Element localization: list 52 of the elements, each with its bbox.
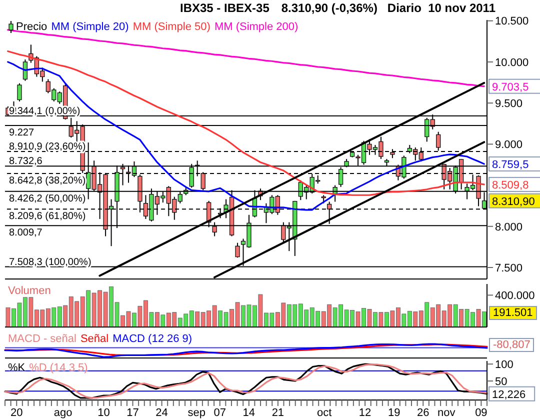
legend-label: Precio <box>15 21 48 33</box>
series-label: MM (Simple 200) <box>214 21 298 33</box>
x-tick-label: nov <box>437 406 456 419</box>
x-tick-label: 07 <box>214 406 226 419</box>
candlestick <box>17 82 22 102</box>
x-tick-label: 10 <box>98 406 110 419</box>
y-tick-label: 9.500 <box>495 98 523 110</box>
y-tick-label: 8.000 <box>495 221 523 234</box>
ref-line-label: 8.642,8 (38,20%) <box>9 176 86 187</box>
text: MM (Simple 50) <box>132 21 210 33</box>
annotation: MACD - señal <box>8 333 76 345</box>
candlestick <box>22 58 28 82</box>
x-tick-label: 12 <box>358 406 372 419</box>
candlestick <box>436 131 441 152</box>
y-tick-label: 50 <box>495 376 508 388</box>
x-tick-label: 14 <box>242 406 256 419</box>
ref-line-label: 8.732,6 <box>9 156 43 168</box>
text: 8.310,90 <box>492 196 535 208</box>
chart-subtitle: 8.310,90 (-0,36%) Diario 10 nov 2011 <box>281 1 496 15</box>
chart-title: IBX35 - IBEX-35 <box>180 1 270 15</box>
data-label: 9.703,5 <box>492 81 529 94</box>
data-label: 8.509,8 <box>492 179 529 192</box>
ref-line-label: 9.227 <box>9 127 34 138</box>
y-tick-label: 100 <box>495 358 514 371</box>
ref-line-label: 8.426,2 (50,00%) <box>9 193 86 204</box>
data-label: 12,226 <box>492 388 526 401</box>
y-tick-label: 10.000 <box>495 56 529 69</box>
y-tick-label: 7.500 <box>495 262 523 274</box>
x-tick-label: 19 <box>388 406 400 419</box>
x-tick-label: 26 <box>416 406 430 419</box>
x-tick-label: 09 <box>475 406 488 419</box>
candlestick <box>235 242 240 258</box>
x-tick-label: sep <box>188 406 206 419</box>
y-tick-label: 400.000 <box>495 290 535 302</box>
x-tick-label: 17 <box>126 406 139 419</box>
y-tick-label: 9.000 <box>495 139 523 152</box>
series-label: MACD (12 26 9) <box>112 333 192 345</box>
series-label: Volumen <box>8 285 51 297</box>
ref-line-label: 8.209,6 (61,80%) <box>9 211 86 222</box>
x-tick-label: 24 <box>156 406 168 419</box>
text: 191.501 <box>489 306 537 320</box>
ref-line-label: 8.009,7 <box>9 228 43 239</box>
text: MM (Simple 20) <box>51 21 129 33</box>
x-tick-label: ago <box>54 406 72 419</box>
x-tick-label: 21 <box>272 406 284 419</box>
y-tick-label: 10.500 <box>495 16 529 28</box>
series-label: Señal <box>80 333 109 345</box>
x-tick-label: oct <box>317 406 332 419</box>
x-tick-label: 20 <box>10 406 23 419</box>
ref-line-label: 7.508,3 (100,00%) <box>9 256 92 268</box>
text: -80,807 <box>489 338 534 352</box>
data-label: 8.759,5 <box>492 158 529 171</box>
